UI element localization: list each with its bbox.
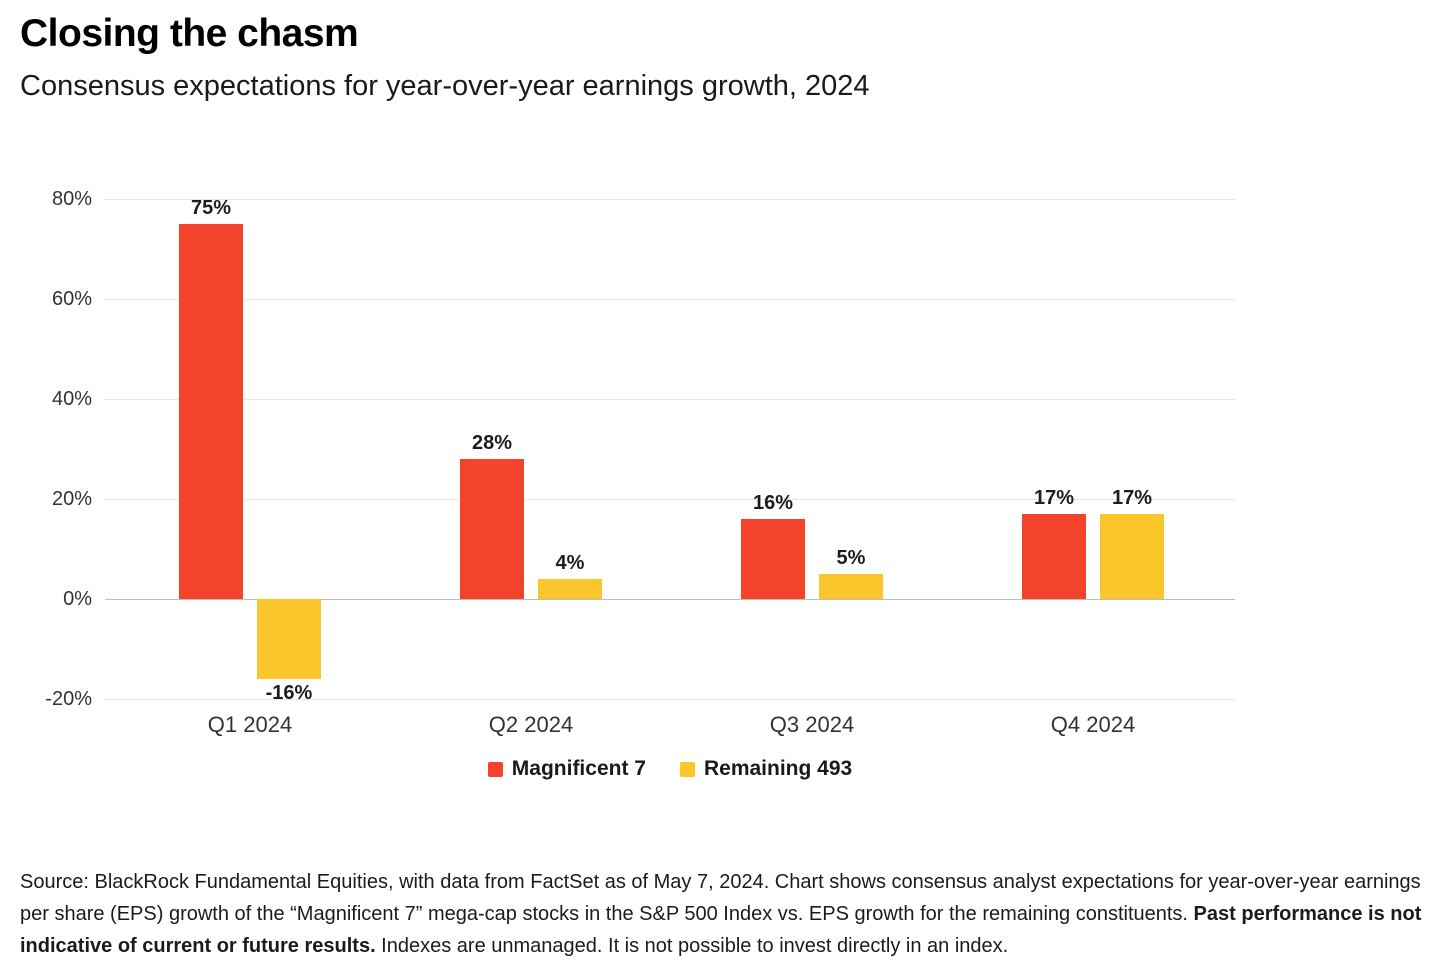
legend-item: Remaining 493 [679, 757, 853, 781]
gridline [105, 399, 1235, 400]
bar-value-label: -16% [265, 682, 313, 704]
legend-swatch-icon [487, 761, 503, 777]
bar-remaining-493 [538, 579, 602, 599]
gridline [105, 699, 1235, 700]
x-axis-tick-label: Q4 2024 [1050, 712, 1136, 737]
footnote-text: Source: BlackRock Fundamental Equities, … [20, 871, 1421, 925]
legend-label: Remaining 493 [703, 757, 853, 780]
bar-magnificent-7 [1022, 514, 1086, 599]
bar-magnificent-7 [460, 459, 524, 599]
y-axis-tick-label: 80% [51, 188, 92, 210]
x-axis-tick-label: Q3 2024 [769, 712, 855, 737]
bar-remaining-493 [257, 599, 321, 679]
legend-item: Magnificent 7 [487, 757, 646, 781]
bar-remaining-493 [819, 574, 883, 599]
x-axis-tick-label: Q2 2024 [488, 712, 574, 737]
legend-label: Magnificent 7 [511, 757, 646, 780]
zero-axis-line [105, 599, 1235, 600]
footnote-suffix: Indexes are unmanaged. It is not possibl… [375, 935, 1009, 957]
bar-value-label: 5% [836, 547, 866, 569]
y-axis-tick-label: 60% [51, 288, 92, 310]
y-axis-tick-label: 20% [51, 488, 92, 510]
footnote-bold-disclaimer: Past performance is not indicative of cu… [20, 903, 1422, 957]
y-axis-tick-label: 0% [63, 588, 92, 610]
y-axis-tick-label: -20% [45, 688, 92, 710]
bar-magnificent-7 [179, 224, 243, 599]
x-axis-tick-label: Q1 2024 [207, 712, 293, 737]
bar-value-label: 28% [471, 432, 513, 454]
bar-value-label: 17% [1033, 487, 1075, 509]
gridline [105, 199, 1235, 200]
gridline [105, 299, 1235, 300]
bar-value-label: 16% [752, 492, 794, 514]
legend-swatch-icon [679, 761, 695, 777]
chart-title: Closing the chasm [20, 12, 359, 55]
chart-legend: Magnificent 7 Remaining 493 [105, 757, 1235, 781]
bar-value-label: 17% [1111, 487, 1153, 509]
bar-value-label: 75% [190, 197, 232, 219]
bar-value-label: 4% [555, 552, 585, 574]
source-footnote: Source: BlackRock Fundamental Equities, … [20, 866, 1424, 962]
bar-magnificent-7 [741, 519, 805, 599]
gridline [105, 499, 1235, 500]
y-axis-tick-label: 40% [51, 388, 92, 410]
chart-subtitle: Consensus expectations for year-over-yea… [20, 70, 870, 102]
bar-remaining-493 [1100, 514, 1164, 599]
